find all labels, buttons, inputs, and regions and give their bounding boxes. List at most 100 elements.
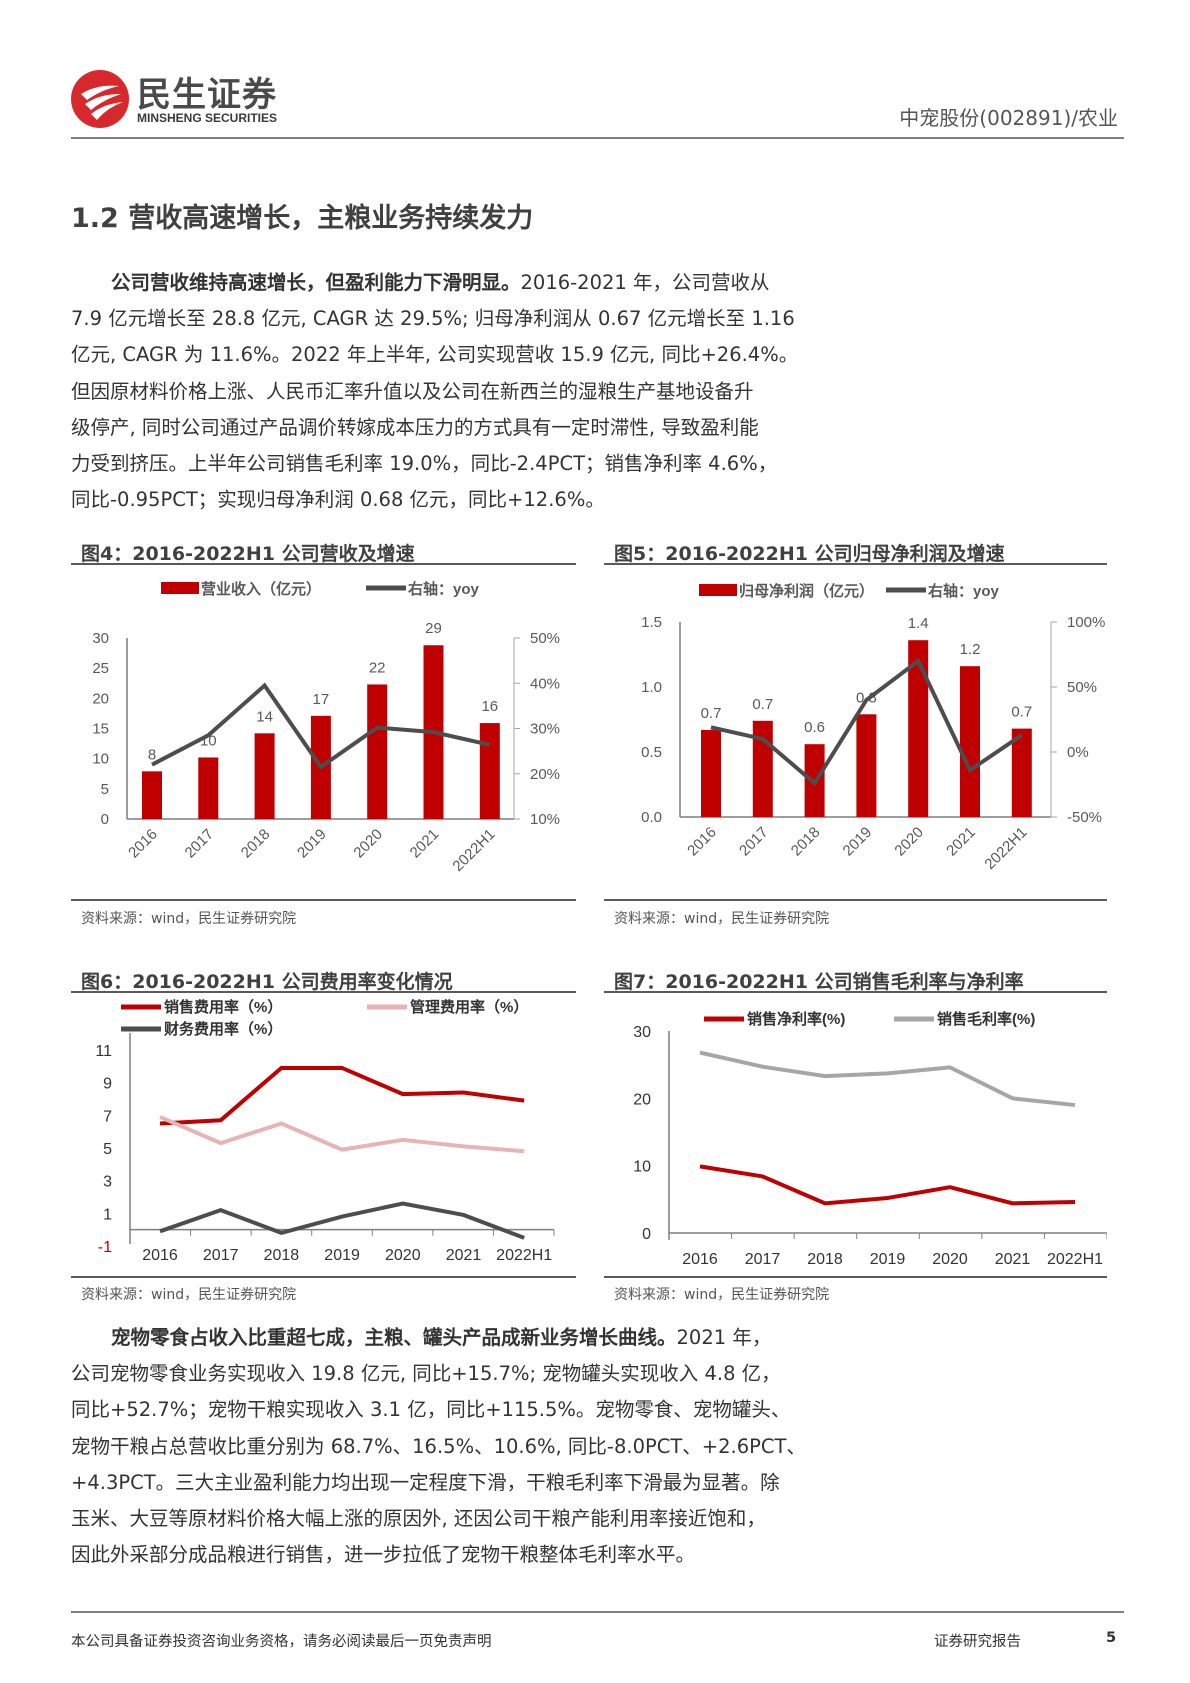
legend-label-line: 右轴：yoy [408,580,480,598]
left-tick-label: 0 [642,1226,651,1243]
bar [752,720,773,817]
bar [367,684,388,819]
left-tick-label: 30 [633,1024,651,1041]
legend-label-bar: 归母净利润（亿元） [739,582,874,600]
bar-data-label: 1.2 [960,641,981,658]
footer-divider [71,1611,1124,1613]
bar [254,733,275,819]
fig4-chart: 05101520253010%20%30%40%50%8101417222916… [92,580,560,875]
fig6-bottom-rule [71,1276,576,1278]
right-tick-label: 0% [1067,744,1089,761]
left-tick-label: 25 [92,660,109,677]
left-tick-label: 0.5 [641,744,662,761]
x-tick-label: 2021 [995,1251,1031,1268]
fig4-bottom-rule [71,899,576,901]
paragraph-revenue: 公司营收维持高速增长，但盈利能力下滑明显。2016-2021 年，公司营收从 7… [71,265,801,518]
fig5-chart: 0.00.51.01.5-50%0%50%100%0.70.70.60.81.4… [641,582,1105,873]
x-tick-label: 2018 [807,1251,843,1268]
series-line-2 [699,1050,1076,1108]
x-tick-label: 2017 [203,1247,239,1264]
paragraph-line: 力受到挤压。上半年公司销售毛利率 19.0%，同比-2.4PCT；销售净利率 4… [71,452,778,476]
x-tick-label: 2020 [385,1247,421,1264]
right-tick-label: 50% [530,630,560,647]
right-tick-label: 10% [530,811,560,828]
fig6-title: 图6：2016-2022H1 公司费用率变化情况 [81,971,453,993]
header-divider [71,137,1124,139]
bar-data-label: 1.4 [908,615,929,632]
left-tick-label: 30 [92,630,109,647]
series-line-1 [699,1164,1076,1206]
x-tick-label: 2021 [446,1247,482,1264]
left-tick-label: 11 [95,1043,112,1060]
paragraph-line: 2021 年， [676,1326,772,1349]
fig4-source: 资料来源：wind，民生证券研究院 [81,911,297,927]
x-tick-label: 2021 [943,824,979,860]
legend-label-1: 销售费用率（%） [164,998,282,1016]
bar-data-label: 17 [313,691,330,708]
left-tick-label: 10 [633,1159,651,1176]
left-tick-label: 15 [92,721,109,738]
x-tick-label: 2019 [870,1251,906,1268]
bar-data-label: 0.7 [1011,704,1032,721]
fig7-top-rule [604,991,1107,993]
bar [142,771,162,819]
left-tick-label: 20 [633,1091,651,1108]
section-title: 1.2 营收高速增长，主粮业务持续发力 [71,203,534,234]
x-tick-label: 2016 [125,826,161,862]
x-tick-label: 2017 [736,824,772,860]
legend-label-2: 销售毛利率(%) [937,1010,1035,1028]
brand-logo: 民生证券 MINSHENG SECURITIES [71,67,301,131]
right-tick-label: 50% [1067,679,1097,696]
left-tick-label: 20 [92,690,109,707]
bar-data-label: 14 [256,708,273,725]
x-tick-label: 2017 [182,826,218,862]
left-tick-label: 3 [103,1174,112,1191]
left-tick-label: -1 [98,1239,112,1256]
x-tick-label: 2019 [294,826,330,862]
left-tick-label: 5 [101,781,109,798]
x-tick-label: 2020 [932,1251,968,1268]
x-tick-label: 2016 [682,1251,718,1268]
x-tick-label: 2021 [407,826,443,862]
series-line-3 [159,1201,525,1240]
paragraph-line: 宠物干粮占总营收比重分别为 68.7%、16.5%、10.6%, 同比-8.0P… [71,1434,806,1458]
footer-disclaimer: 本公司具备证券投资咨询业务资格，请务必阅读最后一页免责声明 [71,1634,492,1650]
right-tick-label: 100% [1067,614,1105,631]
fig6-chart: -1 1 3 5 7 9 11 2016 2017 2018 2019 2020 2021 2022H1 销… [95,998,555,1264]
bar-data-label: 16 [481,698,498,715]
bar [701,729,721,817]
bar [856,714,877,817]
x-tick-label: 2022H1 [496,1247,552,1264]
fig5-source: 资料来源：wind，民生证券研究院 [614,911,830,927]
page-number: 5 [1106,1630,1117,1646]
legend-swatch-bar [699,584,737,596]
fig6-top-rule [71,991,576,993]
right-tick-label: 40% [530,675,560,692]
right-tick-label: 30% [530,721,560,738]
bar [198,757,219,819]
left-tick-label: 10 [92,751,109,768]
paragraph-line: 级停产, 同时公司通过产品调价转嫁成本压力的方式具有一定时滞性, 导致盈利能 [71,415,759,439]
fig7-source: 资料来源：wind，民生证券研究院 [614,1287,830,1303]
paragraph-business: 宠物零食占收入比重超七成，主粮、罐头产品成新业务增长曲线。2021 年， 公司宠… [71,1320,806,1573]
fig5-bottom-rule [604,899,1107,901]
left-tick-label: 1 [103,1206,112,1223]
series-line-2 [159,1115,525,1154]
paragraph-line: 亿元, CAGR 为 11.6%。2022 年上半年, 公司实现营收 15.9 … [71,343,799,367]
x-tick-label: 2018 [238,826,274,862]
right-tick-label: 20% [530,766,560,783]
x-tick-label: 2019 [840,824,876,860]
left-tick-label: 0 [101,811,109,828]
fig4-top-rule [71,563,576,565]
bar-data-label: 0.6 [804,719,825,736]
logo-text-cn: 民生证券 [137,75,277,115]
fig4-title: 图4：2016-2022H1 公司营收及增速 [81,543,415,565]
fig7-title: 图7：2016-2022H1 公司销售毛利率与净利率 [614,971,1024,993]
stock-label: 中宠股份(002891)/农业 [899,106,1118,130]
left-tick-label: 5 [103,1141,112,1158]
paragraph-line: 公司宠物零食业务实现收入 19.8 亿元, 同比+15.7%; 宠物罐头实现收入… [71,1362,781,1386]
fig5-title: 图5：2016-2022H1 公司归母净利润及增速 [614,543,1005,565]
paragraph-lead: 宠物零食占收入比重超七成，主粮、罐头产品成新业务增长曲线。 [111,1326,677,1349]
x-tick-label: 2022H1 [449,826,498,875]
x-tick-label: 2018 [788,824,824,860]
